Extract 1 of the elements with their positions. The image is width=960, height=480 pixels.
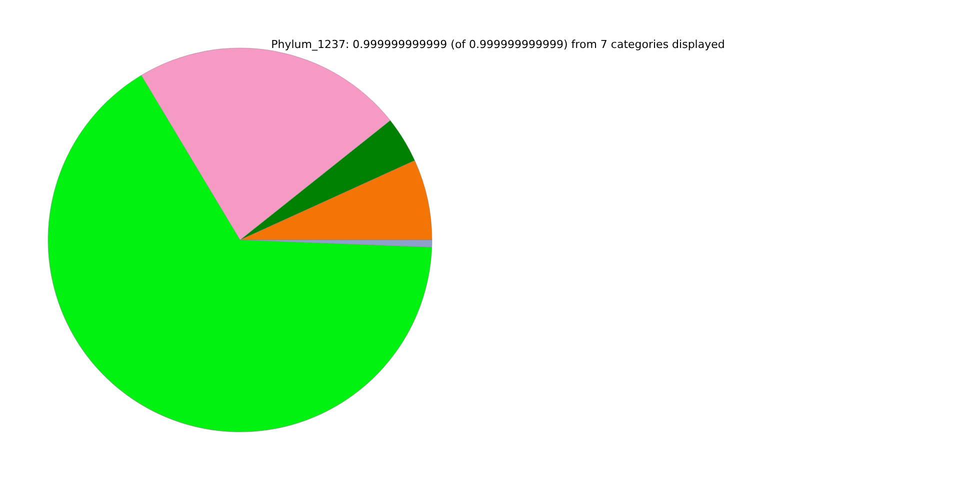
text: Phylum_1237: 0.999999999999 (of 0.999999999999) from 7 categories displayed bbox=[271, 38, 725, 51]
